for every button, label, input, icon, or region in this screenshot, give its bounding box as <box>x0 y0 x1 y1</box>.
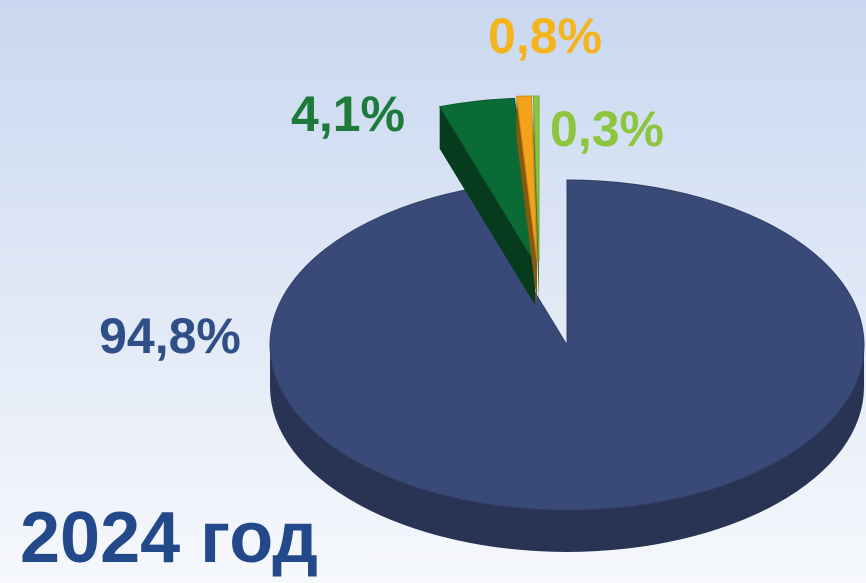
pie <box>269 95 865 552</box>
slice <box>515 95 538 262</box>
chart-title: 2024 год <box>20 498 318 578</box>
slice-wall <box>439 106 535 305</box>
data-label: 0,3% <box>550 101 664 157</box>
slice <box>438 97 536 264</box>
slice <box>532 95 540 262</box>
slice-wall <box>516 96 537 303</box>
data-label: 4,1% <box>291 86 405 142</box>
data-label: 94,8% <box>99 308 241 364</box>
slice <box>269 179 865 511</box>
data-label: 0,8% <box>488 8 602 64</box>
slice-side <box>270 345 864 552</box>
